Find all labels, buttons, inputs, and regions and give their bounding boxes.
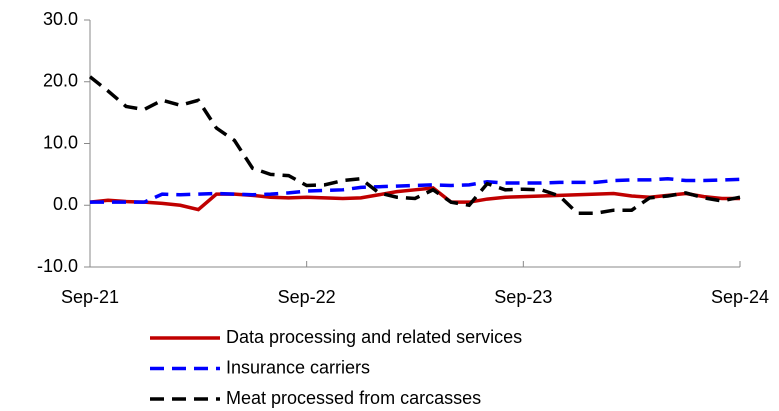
series-line [90, 176, 741, 204]
x-tick-label: Sep-22 [278, 287, 336, 307]
x-tick-label: Sep-21 [61, 287, 119, 307]
y-tick-label: 20.0 [43, 71, 78, 91]
y-tick-label: -10.0 [37, 256, 78, 276]
y-tick-label: 30.0 [43, 9, 78, 29]
series-line [88, 75, 741, 216]
y-tick-label: 10.0 [43, 132, 78, 152]
legend-label: Insurance carriers [226, 357, 370, 377]
series-line [89, 186, 740, 212]
x-tick-label: Sep-23 [494, 287, 552, 307]
legend-label: Data processing and related services [226, 327, 522, 347]
y-tick-label: 0.0 [53, 194, 78, 214]
x-tick-label: Sep-24 [711, 287, 769, 307]
legend-label: Meat processed from carcasses [226, 388, 481, 408]
